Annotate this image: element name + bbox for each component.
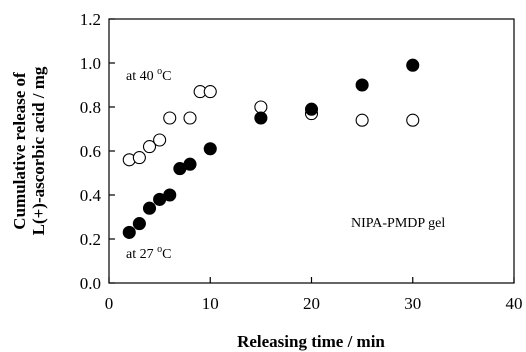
x-tick-label: 0 — [105, 294, 114, 313]
data-point-27c — [406, 58, 420, 72]
data-point-27c — [183, 157, 197, 171]
plot-frame — [108, 18, 515, 284]
data-point-27c — [142, 201, 157, 215]
data-point-40c — [203, 85, 217, 99]
x-tick-label: 30 — [404, 294, 421, 313]
annotation-at-40c: at 40 oC — [126, 66, 171, 84]
data-point-40c — [254, 100, 268, 114]
data-point-27c — [254, 111, 268, 125]
data-point-40c — [183, 111, 197, 125]
data-point-40c — [355, 113, 369, 127]
annotation-gel-name: NIPA-PMDP gel — [351, 216, 445, 231]
y-tick-label: 0.6 — [80, 142, 101, 161]
y-tick-label: 0.0 — [80, 274, 101, 293]
y-axis-title-line-2: L(+)-ascorbic acid / mg — [29, 66, 48, 235]
y-tick-label: 1.2 — [80, 10, 101, 29]
data-point-40c — [142, 140, 157, 154]
x-tick-label: 20 — [303, 294, 320, 313]
data-point-27c — [304, 102, 319, 116]
y-tick-label: 0.4 — [80, 186, 102, 205]
data-point-27c — [122, 225, 136, 239]
data-points — [122, 58, 420, 239]
y-tick-label: 1.0 — [80, 54, 101, 73]
y-axis-ticks: 0.0 0.2 0.4 0.6 0.8 1.0 1.2 — [80, 10, 115, 293]
y-tick-label: 0.2 — [80, 230, 101, 249]
data-point-27c — [163, 188, 177, 202]
x-tick-label: 10 — [202, 294, 219, 313]
annotation-at-27c: at 27 oC — [126, 244, 171, 262]
data-point-40c — [163, 111, 177, 125]
data-point-27c — [203, 142, 217, 156]
y-axis-title-line-1: Cumulative release of — [10, 72, 29, 230]
y-tick-label: 0.8 — [80, 98, 101, 117]
data-point-27c — [355, 78, 369, 92]
data-point-40c — [153, 133, 167, 147]
data-point-40c — [406, 113, 420, 127]
data-point-27c — [132, 217, 146, 231]
data-point-40c — [132, 151, 146, 165]
x-axis-title: Releasing time / min — [237, 332, 385, 351]
x-tick-label: 40 — [506, 294, 523, 313]
x-axis-ticks: 0 10 20 30 40 — [105, 277, 523, 313]
